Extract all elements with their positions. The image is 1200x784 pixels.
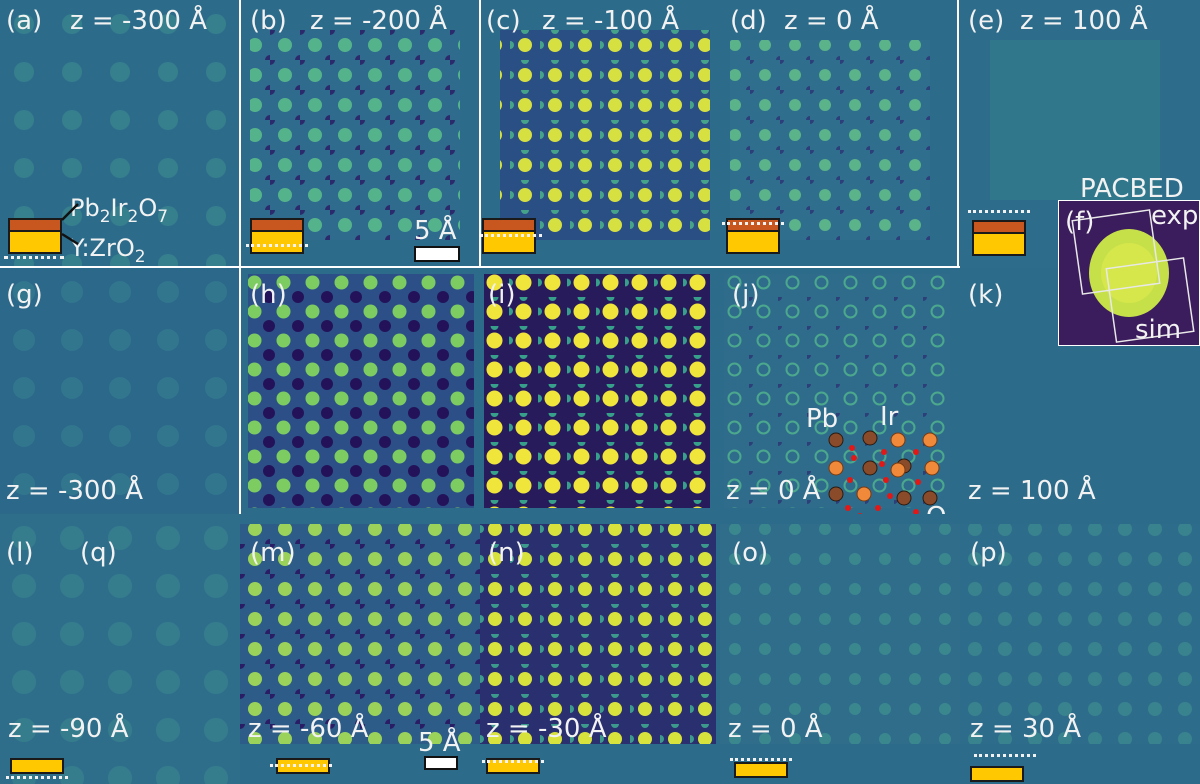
layer-inset-gold — [8, 230, 62, 254]
z-label: z = 100 Å — [968, 476, 1096, 506]
focus-line — [270, 764, 332, 767]
panel-i: (i) — [480, 268, 720, 514]
atom-label-ir: Ir — [880, 402, 899, 432]
panel-l: (l) (q) z = -90 Å — [0, 514, 240, 784]
focus-line — [974, 754, 1036, 757]
panel-g: (g) z = -300 Å — [0, 268, 240, 514]
panel-letter: (j) — [732, 280, 760, 310]
focus-line — [730, 758, 792, 761]
pacbed-sim-label: sim — [1135, 315, 1182, 345]
pacbed-pattern — [1071, 209, 1195, 343]
z-label: z = 0 Å — [728, 714, 823, 744]
z-label: z = -200 Å — [310, 6, 448, 36]
panel-letter: (l) — [6, 538, 34, 568]
z-label: z = -90 Å — [8, 714, 129, 744]
focus-line — [482, 760, 544, 763]
panel-letter: (c) — [486, 6, 521, 36]
scalebar-label: 5 Å — [414, 216, 457, 246]
panel-letter: (k) — [968, 280, 1004, 310]
panel-c: (c) z = -100 Å — [480, 0, 720, 268]
divider — [239, 268, 241, 514]
arrow-icon — [61, 203, 79, 246]
pacbed-exp-label: exp — [1151, 201, 1199, 231]
panel-a: (a) z = -300 Å Pb2Ir2O7 Y:ZrO2 — [0, 0, 240, 268]
image-n — [480, 514, 720, 784]
panel-p: (p) z = 30 Å — [960, 514, 1200, 784]
panel-letter: (a) — [6, 6, 43, 36]
layer-inset-gold — [10, 758, 64, 774]
panel-letter: (g) — [6, 280, 43, 310]
z-label: z = -30 Å — [486, 714, 607, 744]
panel-letter: (e) — [968, 6, 1005, 36]
panel-letter: (p) — [970, 538, 1007, 568]
panel-d: (d) z = 0 Å — [720, 0, 960, 268]
image-m — [240, 514, 480, 784]
panel-letter: (m) — [250, 538, 296, 568]
scalebar — [414, 246, 460, 262]
layer-inset-gold — [970, 766, 1024, 782]
z-label: z = 0 Å — [726, 476, 821, 506]
atom-label-o: O — [926, 504, 946, 514]
panel-j: (j) z = 0 Å Pb Ir O — [720, 268, 960, 514]
divider — [239, 0, 241, 268]
panel-h: (h) — [240, 268, 480, 514]
focus-line — [480, 234, 542, 237]
crystal-structure-icon — [828, 430, 940, 514]
image-i — [480, 268, 720, 514]
image-o — [720, 514, 960, 784]
scalebar-label: 5 Å — [418, 728, 461, 758]
panel-letter: (h) — [250, 280, 287, 310]
image-h — [240, 268, 480, 514]
layer-inset-gold — [726, 230, 780, 254]
scalebar — [424, 756, 458, 770]
material-label-bottom: Y:ZrO2 — [70, 234, 146, 267]
focus-line — [246, 244, 308, 247]
panel-letter-q: (q) — [80, 538, 117, 568]
panel-b: (b) z = -200 Å 5 Å — [240, 0, 480, 268]
panel-letter: (o) — [732, 538, 769, 568]
z-label: z = -300 Å — [70, 6, 208, 36]
panel-letter: (n) — [488, 538, 525, 568]
panel-n: (n) z = -30 Å — [480, 514, 720, 784]
atom-label-pb: Pb — [806, 404, 839, 434]
panel-letter: (f) — [1065, 207, 1095, 237]
z-label: z = 30 Å — [970, 714, 1082, 744]
focus-line — [968, 210, 1030, 213]
panel-letter: (d) — [730, 6, 767, 36]
image-g — [0, 268, 240, 514]
z-label: z = 0 Å — [784, 6, 879, 36]
image-l — [0, 514, 240, 784]
divider — [957, 0, 959, 268]
z-label: z = -60 Å — [248, 714, 369, 744]
pacbed-inset: (f) exp sim — [1058, 200, 1200, 346]
focus-line — [722, 222, 784, 225]
layer-inset-gold — [972, 232, 1026, 256]
z-label: z = -100 Å — [542, 6, 680, 36]
focus-line — [4, 256, 64, 259]
material-label-top: Pb2Ir2O7 — [70, 194, 169, 227]
divider — [479, 0, 481, 268]
image-p — [960, 514, 1200, 784]
z-label: z = -300 Å — [6, 476, 144, 506]
z-label: z = 100 Å — [1020, 6, 1148, 36]
panel-m: (m) z = -60 Å 5 Å — [240, 514, 480, 784]
layer-inset-gold — [250, 230, 304, 254]
panel-letter: (b) — [250, 6, 287, 36]
panel-o: (o) z = 0 Å — [720, 514, 960, 784]
layer-inset-gold — [734, 762, 788, 778]
panel-letter: (i) — [488, 280, 516, 310]
pacbed-title: PACBED — [1080, 174, 1184, 204]
focus-line — [6, 776, 68, 779]
